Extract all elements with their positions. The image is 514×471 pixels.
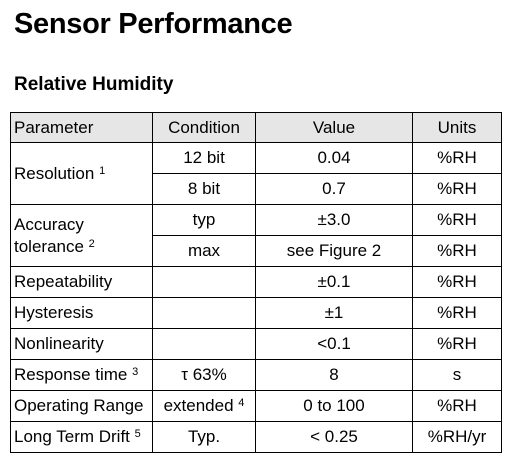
nonlinearity-label: Nonlinearity xyxy=(10,328,153,360)
operating-range-footnote: 4 xyxy=(238,397,245,409)
accuracy-footnote: 2 xyxy=(88,237,95,250)
long-term-drift-units: %RH/yr xyxy=(412,421,502,453)
hysteresis-condition xyxy=(152,297,256,329)
header-value: Value xyxy=(255,112,413,143)
nonlinearity-value: <0.1 xyxy=(255,328,413,360)
long-term-drift-value: < 0.25 xyxy=(255,421,413,453)
nonlinearity-condition xyxy=(152,328,256,360)
accuracy-max-value: see Figure 2 xyxy=(255,235,413,267)
accuracy-typ-value: ±3.0 xyxy=(255,204,413,236)
resolution-8bit-condition: 8 bit xyxy=(152,173,256,205)
header-units: Units xyxy=(412,112,502,143)
table-row-response-time: Response time 3 τ 63% 8 s xyxy=(10,359,502,391)
repeatability-label: Repeatability xyxy=(10,266,153,298)
response-time-units: s xyxy=(412,359,502,391)
accuracy-typ-condition: typ xyxy=(152,204,256,236)
table-row-hysteresis: Hysteresis ±1 %RH xyxy=(10,297,502,329)
accuracy-label-line2: tolerance xyxy=(14,236,84,256)
hysteresis-label: Hysteresis xyxy=(10,297,153,329)
accuracy-label-line1: Accuracy xyxy=(14,214,84,234)
table-row-repeatability: Repeatability ±0.1 %RH xyxy=(10,266,502,298)
table-row-accuracy-typ: Accuracy tolerance 2 typ ±3.0 %RH xyxy=(10,204,502,267)
resolution-8bit-value: 0.7 xyxy=(255,173,413,205)
response-time-value: 8 xyxy=(255,359,413,391)
response-time-label: Response time xyxy=(14,365,128,384)
row-label-response-time: Response time 3 xyxy=(10,359,153,391)
repeatability-condition xyxy=(152,266,256,298)
accuracy-max-condition: max xyxy=(152,235,256,267)
long-term-drift-label: Long Term Drift xyxy=(14,427,130,446)
repeatability-units: %RH xyxy=(412,266,502,298)
row-label-long-term-drift: Long Term Drift 5 xyxy=(10,421,153,453)
accuracy-typ-units: %RH xyxy=(412,204,502,236)
table-row-long-term-drift: Long Term Drift 5 Typ. < 0.25 %RH/yr xyxy=(10,421,502,453)
resolution-footnote: 1 xyxy=(99,164,106,177)
resolution-12bit-condition: 12 bit xyxy=(152,142,256,174)
table-row-accuracy-max: max see Figure 2 %RH xyxy=(11,235,502,267)
operating-range-label: Operating Range xyxy=(10,390,153,422)
accuracy-max-units: %RH xyxy=(412,235,502,267)
operating-range-units: %RH xyxy=(412,390,502,422)
table-row-nonlinearity: Nonlinearity <0.1 %RH xyxy=(10,328,502,360)
table-row-operating-range: Operating Range extended 4 0 to 100 %RH xyxy=(10,390,502,422)
hysteresis-units: %RH xyxy=(412,297,502,329)
operating-range-condition-cell: extended 4 xyxy=(152,390,256,422)
hysteresis-value: ±1 xyxy=(255,297,413,329)
long-term-drift-condition: Typ. xyxy=(152,421,256,453)
response-time-condition: τ 63% xyxy=(152,359,256,391)
operating-range-value: 0 to 100 xyxy=(255,390,413,422)
page-title: Sensor Performance xyxy=(14,8,293,40)
repeatability-value: ±0.1 xyxy=(255,266,413,298)
row-label-accuracy: Accuracy tolerance 2 xyxy=(10,204,153,267)
table-row-resolution-8bit: 8 bit 0.7 %RH xyxy=(11,173,502,205)
table-row-resolution-12bit: Resolution 1 12 bit 0.04 %RH xyxy=(10,142,502,205)
long-term-drift-footnote: 5 xyxy=(134,428,141,440)
specification-table: Parameter Condition Value Units Resoluti… xyxy=(10,112,502,453)
resolution-12bit-value: 0.04 xyxy=(255,142,413,174)
resolution-12bit-units: %RH xyxy=(412,142,502,174)
header-parameter: Parameter xyxy=(10,112,153,143)
response-time-footnote: 3 xyxy=(132,366,139,378)
section-title: Relative Humidity xyxy=(14,74,174,95)
row-label-resolution: Resolution 1 xyxy=(10,142,153,205)
resolution-label: Resolution xyxy=(14,163,95,183)
operating-range-condition: extended xyxy=(163,396,234,415)
nonlinearity-units: %RH xyxy=(412,328,502,360)
header-condition: Condition xyxy=(152,112,256,143)
table-header-row: Parameter Condition Value Units xyxy=(10,112,502,143)
resolution-8bit-units: %RH xyxy=(412,173,502,205)
